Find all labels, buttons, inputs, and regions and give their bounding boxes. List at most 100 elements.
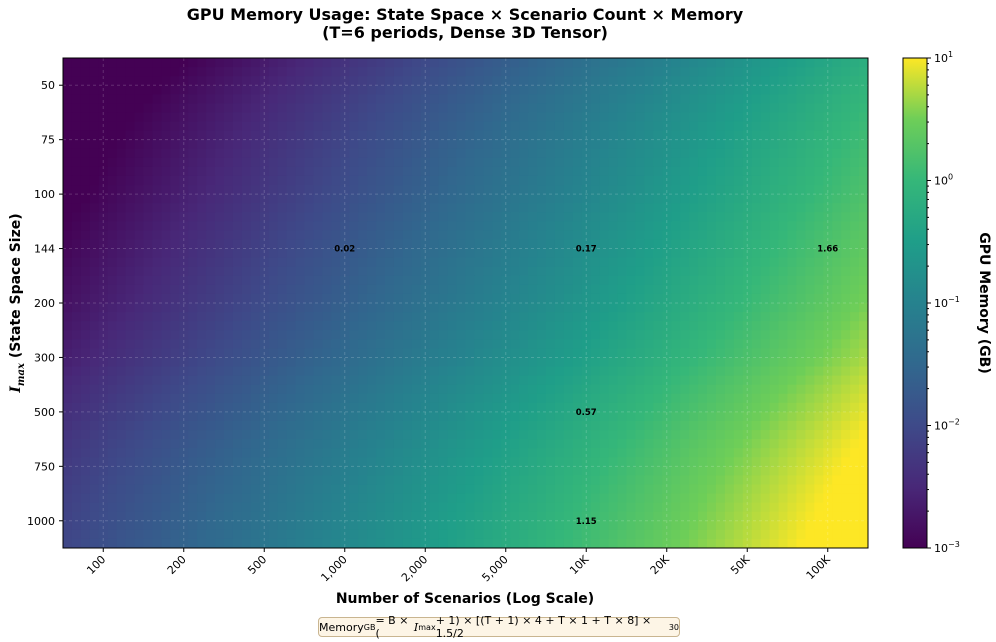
heatmap-subcell bbox=[376, 475, 386, 486]
heatmap-subcell bbox=[841, 312, 851, 322]
heatmap-subcell bbox=[143, 520, 154, 531]
heatmap-subcell bbox=[71, 321, 82, 331]
heatmap-subcell bbox=[376, 303, 386, 313]
heatmap-subcell bbox=[224, 248, 234, 259]
heatmap-subcell bbox=[832, 112, 842, 123]
heatmap-subcell bbox=[107, 402, 118, 413]
heatmap-subcell bbox=[563, 511, 574, 522]
heatmap-subcell bbox=[581, 330, 592, 340]
heatmap-subcell bbox=[501, 239, 511, 250]
heatmap-subcell bbox=[608, 112, 619, 123]
heatmap-subcell bbox=[501, 538, 511, 548]
heatmap-subcell bbox=[483, 58, 493, 68]
heatmap-subcell bbox=[197, 321, 207, 331]
heatmap-subcell bbox=[304, 112, 315, 123]
heatmap-subcell bbox=[832, 520, 842, 531]
heatmap-subcell bbox=[617, 375, 628, 386]
heatmap-subcell bbox=[71, 130, 82, 141]
heatmap-subcell bbox=[841, 493, 851, 504]
heatmap-subcell bbox=[563, 121, 574, 132]
heatmap-subcell bbox=[286, 330, 297, 340]
heatmap-subcell bbox=[680, 157, 690, 168]
heatmap-subcell bbox=[501, 502, 511, 513]
heatmap-subcell bbox=[859, 275, 868, 286]
heatmap-subcell bbox=[206, 166, 216, 177]
heatmap-subcell bbox=[215, 130, 225, 141]
heatmap-subcell bbox=[715, 339, 726, 349]
heatmap-subcell bbox=[778, 166, 789, 177]
heatmap-subcell bbox=[456, 94, 467, 104]
heatmap-subcell bbox=[608, 402, 619, 413]
heatmap-subcell bbox=[268, 58, 279, 68]
heatmap-subcell bbox=[268, 185, 279, 195]
heatmap-subcell bbox=[671, 284, 681, 295]
heatmap-subcell bbox=[778, 293, 789, 304]
heatmap-subcell bbox=[689, 257, 699, 268]
heatmap-subcell bbox=[635, 175, 645, 186]
heatmap-subcell bbox=[724, 248, 735, 259]
heatmap-subcell bbox=[456, 239, 467, 250]
heatmap-subcell bbox=[841, 230, 851, 241]
heatmap-subcell bbox=[832, 266, 842, 277]
heatmap-subcell bbox=[814, 520, 824, 531]
heatmap-subcell bbox=[465, 130, 476, 141]
heatmap-subcell bbox=[554, 212, 565, 222]
heatmap-subcell bbox=[769, 493, 780, 504]
heatmap-subcell bbox=[206, 203, 216, 213]
heatmap-subcell bbox=[80, 166, 91, 177]
heatmap-subcell bbox=[572, 58, 583, 68]
heatmap-subcell bbox=[438, 284, 449, 295]
heatmap-subcell bbox=[402, 475, 413, 486]
heatmap-subcell bbox=[715, 248, 726, 259]
heatmap-subcell bbox=[438, 411, 449, 422]
heatmap-subcell bbox=[528, 321, 538, 331]
heatmap-subcell bbox=[107, 284, 118, 295]
heatmap-subcell bbox=[474, 239, 484, 250]
heatmap-subcell bbox=[715, 58, 726, 68]
heatmap-subcell bbox=[492, 112, 502, 123]
heatmap-subcell bbox=[402, 139, 413, 150]
heatmap-subcell bbox=[63, 166, 73, 177]
heatmap-subcell bbox=[787, 148, 798, 159]
heatmap-subcell bbox=[107, 148, 118, 159]
heatmap-subcell bbox=[286, 248, 297, 259]
heatmap-subcell bbox=[823, 239, 833, 250]
heatmap-subcell bbox=[80, 303, 91, 313]
heatmap-subcell bbox=[116, 212, 127, 222]
heatmap-subcell bbox=[599, 384, 610, 395]
heatmap-subcell bbox=[680, 375, 690, 386]
heatmap-subcell bbox=[224, 203, 234, 213]
heatmap-subcell bbox=[429, 402, 440, 413]
heatmap-subcell bbox=[796, 248, 806, 259]
heatmap-subcell bbox=[215, 293, 225, 304]
heatmap-subcell bbox=[188, 67, 198, 77]
heatmap-subcell bbox=[724, 121, 735, 132]
heatmap-subcell bbox=[420, 76, 431, 86]
heatmap-subcell bbox=[563, 175, 574, 186]
heatmap-subcell bbox=[116, 466, 127, 476]
heatmap-subcell bbox=[116, 148, 127, 159]
heatmap-subcell bbox=[376, 511, 386, 522]
heatmap-subcell bbox=[769, 67, 780, 77]
heatmap-subcell bbox=[224, 321, 234, 331]
heatmap-subcell bbox=[474, 366, 484, 377]
heatmap-subcell bbox=[215, 203, 225, 213]
heatmap-subcell bbox=[277, 284, 288, 295]
heatmap-subcell bbox=[197, 357, 207, 368]
heatmap-subcell bbox=[277, 430, 288, 440]
heatmap-subcell bbox=[724, 284, 735, 295]
heatmap-subcell bbox=[385, 484, 395, 495]
heatmap-subcell bbox=[143, 121, 154, 132]
heatmap-subcell bbox=[367, 448, 377, 458]
heatmap-subcell bbox=[680, 303, 690, 313]
heatmap-subcell bbox=[742, 257, 753, 268]
heatmap-subcell bbox=[581, 502, 592, 513]
heatmap-subcell bbox=[152, 239, 162, 250]
heatmap-subcell bbox=[671, 493, 681, 504]
heatmap-subcell bbox=[483, 411, 493, 422]
heatmap-subcell bbox=[724, 484, 735, 495]
heatmap-subcell bbox=[152, 484, 162, 495]
heatmap-subcell bbox=[447, 457, 458, 467]
heatmap-subcell bbox=[286, 393, 297, 404]
heatmap-subcell bbox=[232, 538, 243, 548]
